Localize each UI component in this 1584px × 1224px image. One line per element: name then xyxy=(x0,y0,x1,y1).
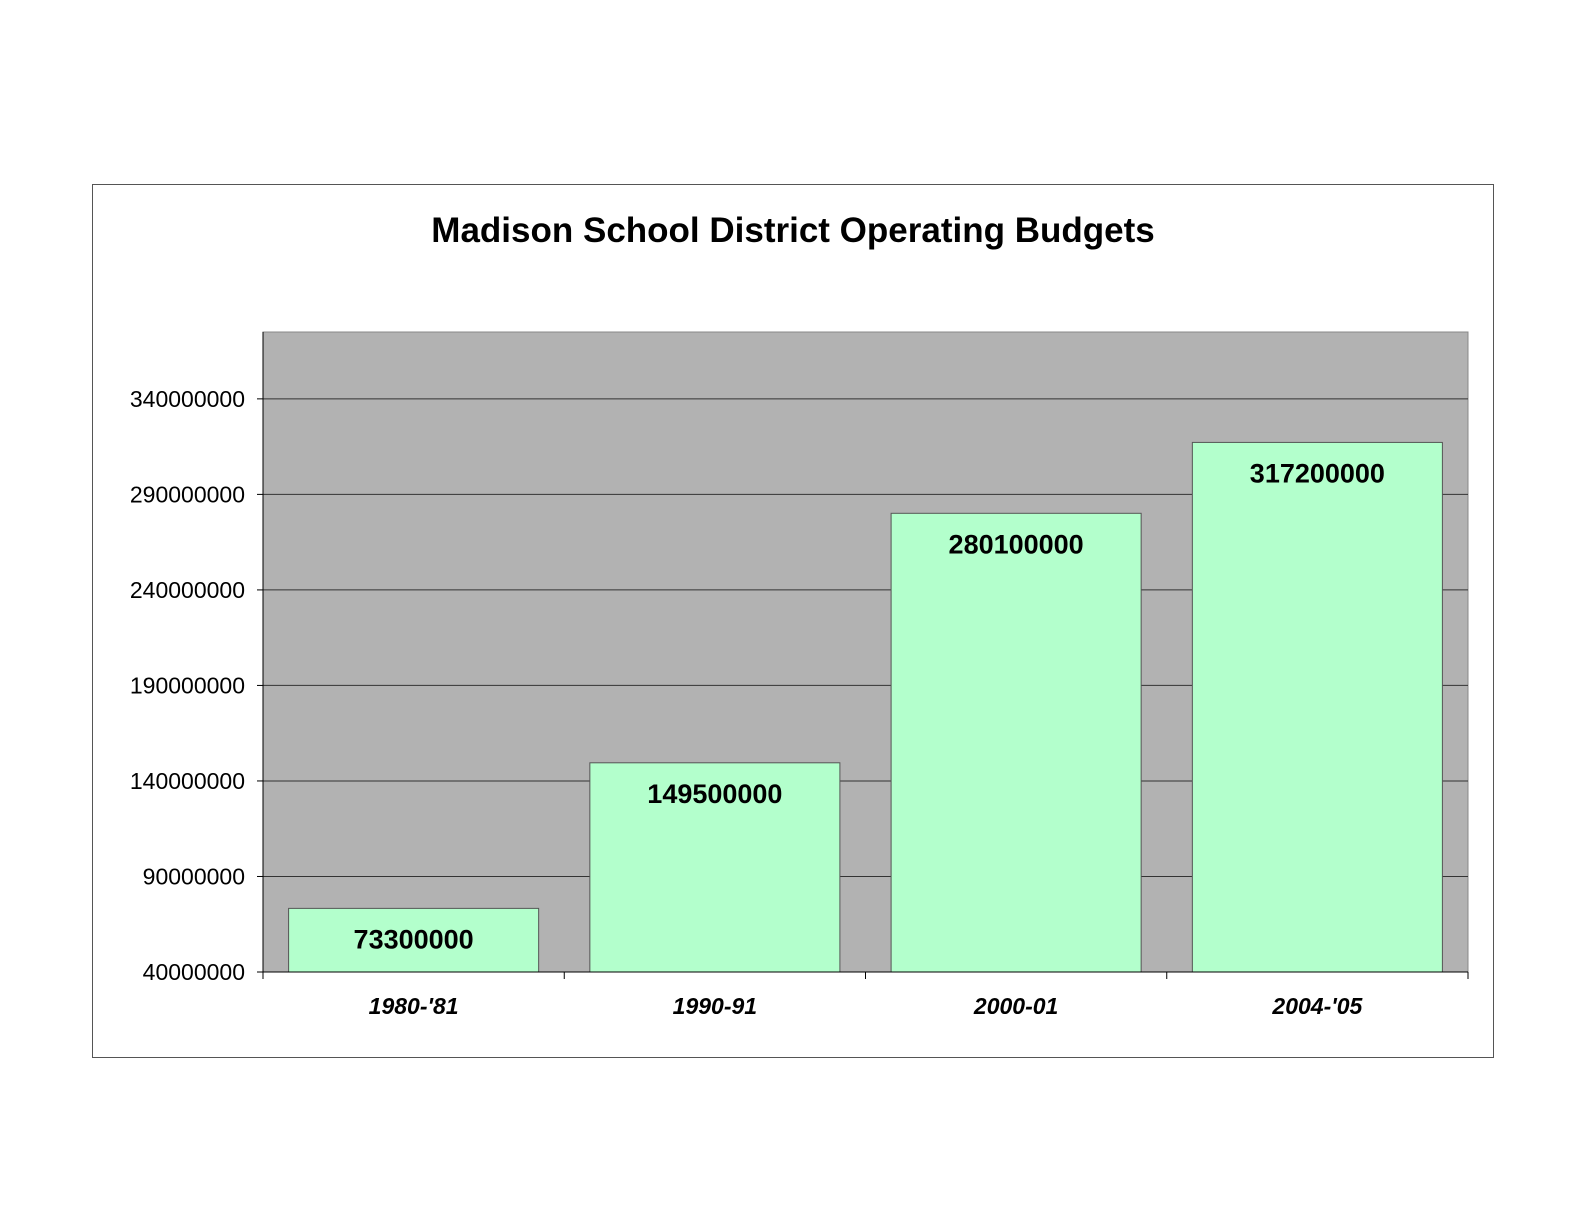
data-label: 280100000 xyxy=(949,529,1084,559)
y-tick-label: 240000000 xyxy=(130,577,245,603)
x-category-label: 2000-01 xyxy=(973,993,1058,1019)
x-category-label: 1980-'81 xyxy=(369,993,459,1019)
chart-title: Madison School District Operating Budget… xyxy=(431,211,1155,250)
data-label: 317200000 xyxy=(1250,458,1385,488)
y-tick-label: 140000000 xyxy=(130,768,245,794)
x-category-label: 2004-'05 xyxy=(1271,993,1363,1019)
axes xyxy=(257,332,1469,979)
chart-plot: 40000000 90000000 140000000 190000000 240000… xyxy=(130,331,1469,1019)
y-tick-label: 40000000 xyxy=(143,959,245,985)
bars xyxy=(288,441,1443,973)
data-label: 149500000 xyxy=(647,779,782,809)
chart-frame: Madison School District Operating Budget… xyxy=(92,184,1494,1058)
labels: 40000000 90000000 140000000 190000000 240000… xyxy=(130,386,1385,1019)
y-tick-label: 190000000 xyxy=(130,672,245,698)
x-category-label: 1990-91 xyxy=(673,993,757,1019)
y-tick-label: 90000000 xyxy=(143,863,245,889)
y-tick-label: 340000000 xyxy=(130,386,245,412)
data-label: 73300000 xyxy=(354,924,474,954)
y-tick-label: 290000000 xyxy=(130,481,245,507)
bar xyxy=(890,512,1142,973)
bar xyxy=(1191,441,1443,973)
